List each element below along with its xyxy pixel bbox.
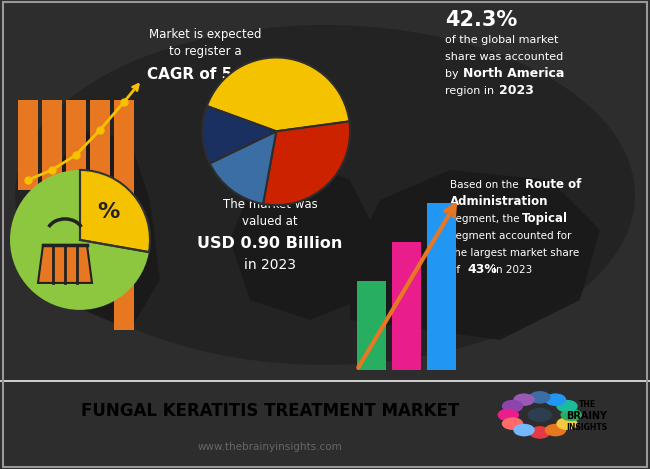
Bar bbox=[42, 100, 62, 220]
Text: USD 0.90 Billion: USD 0.90 Billion bbox=[198, 236, 343, 251]
Text: 43%: 43% bbox=[467, 264, 497, 276]
Text: %: % bbox=[97, 202, 119, 222]
Text: Route of: Route of bbox=[525, 178, 581, 191]
Wedge shape bbox=[202, 106, 276, 163]
Circle shape bbox=[514, 424, 534, 436]
Polygon shape bbox=[38, 245, 92, 283]
Bar bbox=[427, 203, 456, 370]
Polygon shape bbox=[40, 130, 160, 330]
Circle shape bbox=[561, 409, 581, 420]
Circle shape bbox=[502, 401, 523, 412]
Text: the largest market share: the largest market share bbox=[450, 248, 579, 258]
Bar bbox=[18, 100, 38, 190]
Text: in 2023: in 2023 bbox=[493, 265, 532, 275]
Text: FUNGAL KERATITIS TREATMENT MARKET: FUNGAL KERATITIS TREATMENT MARKET bbox=[81, 402, 459, 420]
Text: Administration: Administration bbox=[450, 196, 549, 208]
Text: segment, the: segment, the bbox=[450, 214, 523, 224]
Circle shape bbox=[530, 392, 550, 403]
Wedge shape bbox=[210, 131, 276, 204]
Ellipse shape bbox=[15, 25, 635, 365]
Text: North America: North America bbox=[463, 68, 564, 81]
Bar bbox=[392, 242, 421, 370]
Circle shape bbox=[545, 394, 566, 405]
Text: www.thebrainyinsights.com: www.thebrainyinsights.com bbox=[198, 442, 343, 452]
Circle shape bbox=[502, 418, 523, 429]
Polygon shape bbox=[230, 160, 380, 320]
Circle shape bbox=[557, 418, 577, 429]
Circle shape bbox=[557, 401, 577, 412]
Text: The market was: The market was bbox=[222, 198, 317, 212]
Wedge shape bbox=[263, 121, 350, 205]
Bar bbox=[357, 281, 386, 370]
Text: Topical: Topical bbox=[522, 212, 568, 226]
Bar bbox=[0, 380, 650, 382]
Circle shape bbox=[530, 427, 550, 438]
Text: Market is expected: Market is expected bbox=[149, 29, 261, 41]
Text: BRAINY: BRAINY bbox=[566, 411, 608, 422]
Circle shape bbox=[528, 408, 551, 421]
Polygon shape bbox=[350, 170, 600, 340]
Circle shape bbox=[499, 409, 518, 420]
Bar bbox=[114, 100, 134, 330]
Text: 2023: 2023 bbox=[499, 84, 534, 98]
Text: in 2023: in 2023 bbox=[244, 258, 296, 272]
Text: by: by bbox=[445, 69, 462, 79]
Text: of: of bbox=[450, 265, 463, 275]
Text: Based on the: Based on the bbox=[450, 180, 522, 190]
Bar bbox=[66, 100, 86, 250]
Circle shape bbox=[545, 424, 566, 436]
Text: valued at: valued at bbox=[242, 215, 298, 228]
Text: INSIGHTS: INSIGHTS bbox=[566, 423, 608, 432]
Circle shape bbox=[10, 170, 150, 310]
Text: of the global market: of the global market bbox=[445, 35, 558, 45]
Wedge shape bbox=[207, 58, 350, 131]
Text: CAGR of 5.1%: CAGR of 5.1% bbox=[147, 68, 263, 83]
Circle shape bbox=[514, 394, 534, 405]
Text: to register a: to register a bbox=[169, 45, 241, 59]
Wedge shape bbox=[80, 170, 150, 252]
Text: region in: region in bbox=[445, 86, 498, 96]
Text: segment accounted for: segment accounted for bbox=[450, 231, 571, 241]
Text: share was accounted: share was accounted bbox=[445, 52, 564, 62]
Bar bbox=[90, 100, 110, 285]
Text: 42.3%: 42.3% bbox=[445, 10, 517, 30]
Text: THE: THE bbox=[578, 400, 595, 409]
